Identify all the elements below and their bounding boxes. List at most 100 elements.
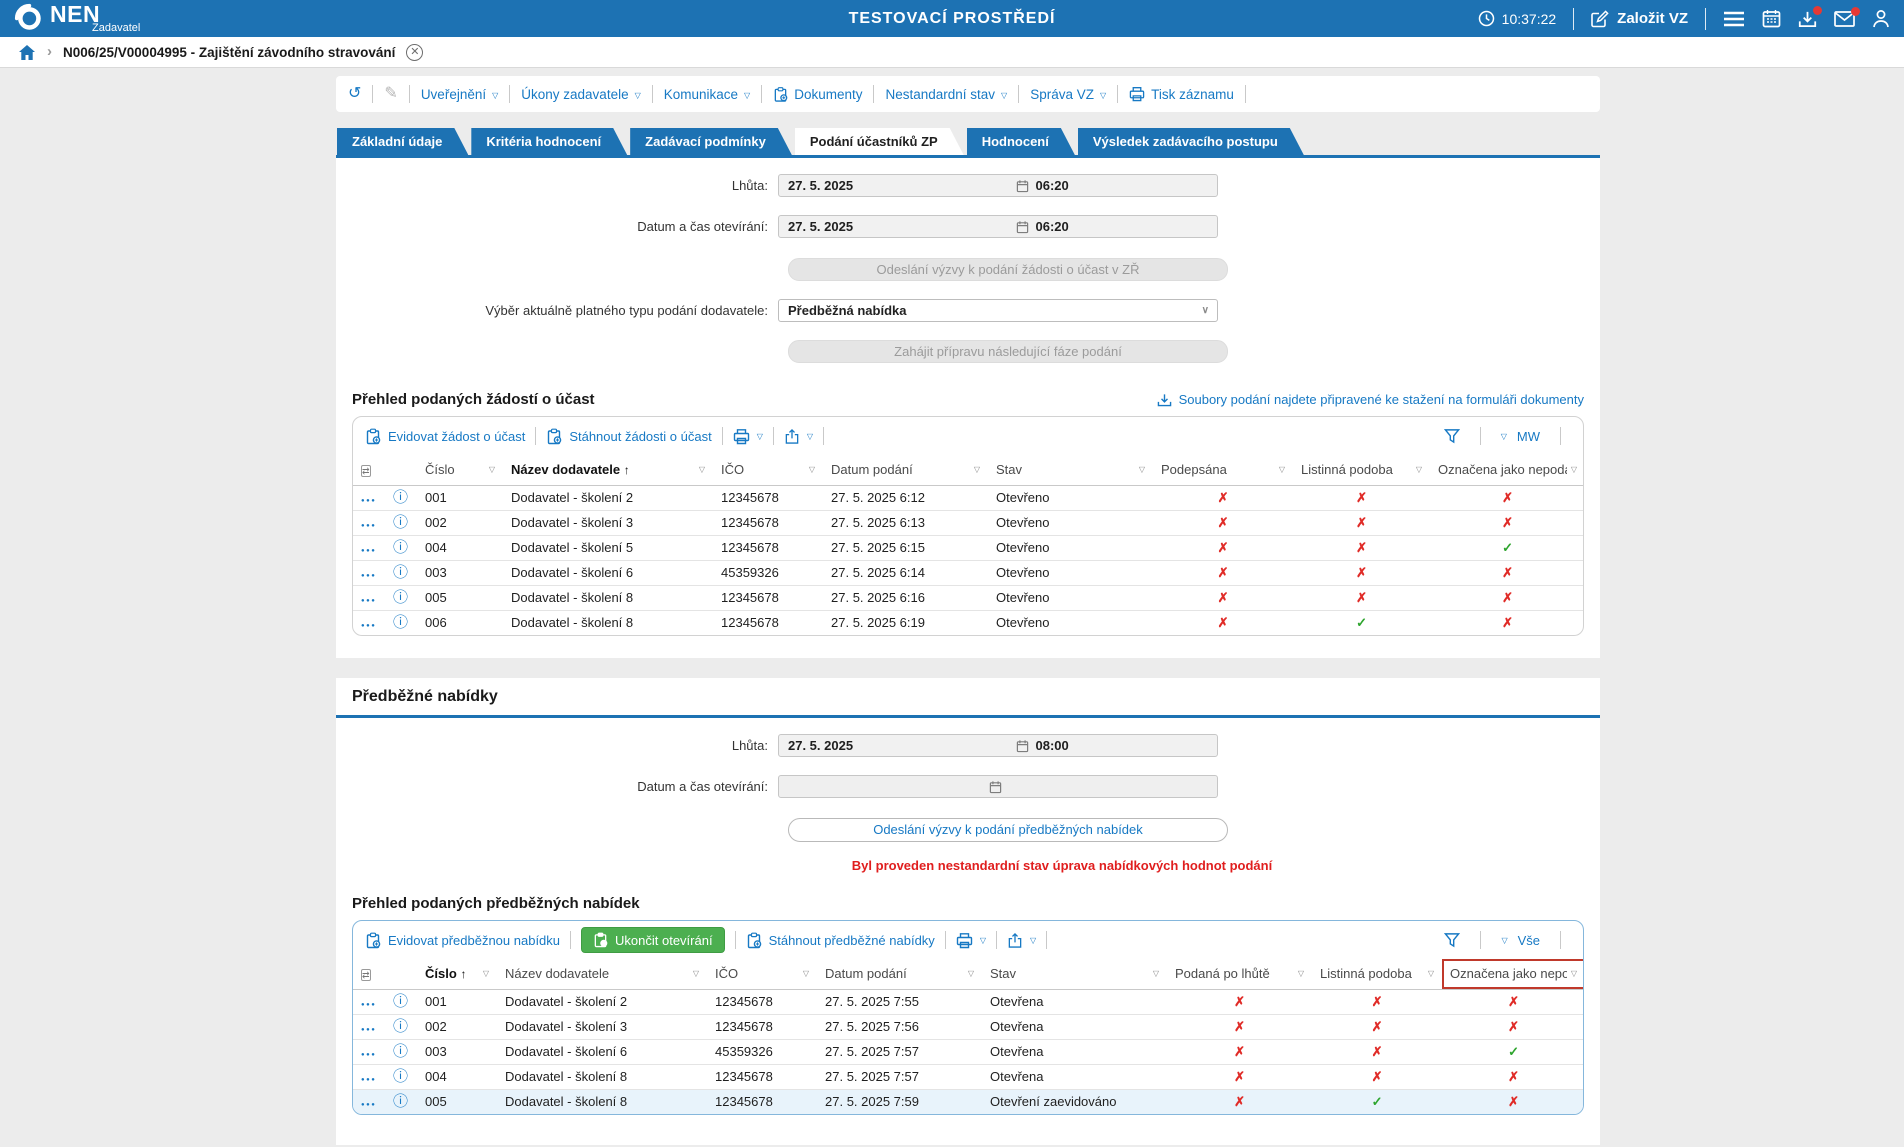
row-menu-dots-icon[interactable]: ●●● bbox=[361, 1052, 377, 1058]
evidovat-nabidku-button[interactable]: Evidovat předběžnou nabídku bbox=[365, 932, 560, 949]
menu-ukony-zadavatele[interactable]: Úkony zadavatele ▽ bbox=[521, 87, 640, 102]
table-row[interactable]: ●●● ⓘ 003 Dodavatel - školení 6 45359326… bbox=[353, 1039, 1583, 1065]
lhuta2-input[interactable]: 27. 5. 2025 08:00 bbox=[778, 734, 1218, 757]
filter-icon[interactable]: ▽ bbox=[808, 465, 816, 475]
filter-icon[interactable]: ▽ bbox=[967, 969, 975, 979]
downloads-button[interactable] bbox=[1798, 5, 1822, 28]
create-vz-button[interactable]: Založit VZ bbox=[1591, 9, 1688, 28]
export-grid-button[interactable]: ▽ bbox=[1007, 932, 1036, 949]
row-menu-dots-icon[interactable]: ●●● bbox=[361, 1077, 377, 1083]
info-circle-icon[interactable]: ⓘ bbox=[393, 1068, 409, 1085]
filter-icon[interactable]: ▽ bbox=[1570, 465, 1578, 475]
breadcrumb-item[interactable]: N006/25/V00004995 - Zajištění závodního … bbox=[63, 44, 396, 60]
filter-icon[interactable]: ▽ bbox=[1152, 969, 1160, 979]
menu-dokumenty[interactable]: Dokumenty bbox=[773, 86, 862, 103]
print-grid-button[interactable]: ▽ bbox=[956, 932, 986, 949]
filter-icon[interactable]: ▽ bbox=[1278, 465, 1286, 475]
filter-icon[interactable]: ▽ bbox=[973, 465, 981, 475]
tab-kriteria-hodnoceni[interactable]: Kritéria hodnocení bbox=[471, 128, 627, 155]
filter-icon[interactable]: ▽ bbox=[1570, 969, 1578, 979]
col-oznacena-jako-nepodana[interactable]: Označena jako nepodaná▽ bbox=[1430, 455, 1583, 486]
col-nazev-dodavatele[interactable]: Název dodavatele ↑ ▽ bbox=[503, 455, 714, 486]
stahnout-nabidky-button[interactable]: Stáhnout předběžné nabídky bbox=[746, 932, 935, 949]
menu-nestandardni-stav[interactable]: Nestandardní stav ▽ bbox=[885, 87, 1007, 102]
ukoncit-otevirani-button[interactable]: Ukončit otevírání bbox=[581, 927, 725, 953]
table-row[interactable]: ●●● ⓘ 004 Dodavatel - školení 8 12345678… bbox=[353, 1064, 1583, 1090]
row-menu-dots-icon[interactable]: ●●● bbox=[361, 1027, 377, 1033]
user-icon[interactable] bbox=[1872, 9, 1890, 28]
grid2-view-label[interactable]: Vše bbox=[1517, 932, 1540, 948]
tab-podani-ucastniku-zp[interactable]: Podání účastníků ZP bbox=[795, 128, 964, 155]
row-menu-dots-icon[interactable]: ●●● bbox=[361, 548, 377, 554]
chevron-down-icon[interactable]: ▽ bbox=[1500, 431, 1507, 441]
menu-komunikace[interactable]: Komunikace ▽ bbox=[664, 87, 750, 102]
row-menu-dots-icon[interactable]: ●●● bbox=[361, 498, 377, 504]
nen-logo[interactable]: NEN Zadavatel bbox=[14, 3, 140, 34]
col-oznacena-jako-nepodana[interactable]: Označena jako nepodaná▽ bbox=[1442, 959, 1583, 990]
print-grid-button[interactable]: ▽ bbox=[733, 428, 763, 445]
col-listinna-podoba[interactable]: Listinná podoba ▽ bbox=[1293, 455, 1431, 486]
col-ico[interactable]: IČO ▽ bbox=[713, 455, 824, 486]
filter-icon[interactable]: ▽ bbox=[488, 465, 496, 475]
row-menu-dots-icon[interactable]: ●●● bbox=[361, 523, 377, 529]
messages-button[interactable] bbox=[1834, 6, 1860, 27]
col-ico[interactable]: IČO ▽ bbox=[707, 959, 818, 990]
chevron-down-icon[interactable]: ▽ bbox=[1501, 935, 1508, 945]
col-nazev-dodavatele[interactable]: Název dodavatele ▽ bbox=[497, 959, 708, 990]
tab-zakladni-udaje[interactable]: Základní údaje bbox=[337, 128, 468, 155]
menu-uverejneni[interactable]: Uveřejnění ▽ bbox=[421, 87, 498, 102]
filter-icon[interactable]: ▽ bbox=[1415, 465, 1423, 475]
menu-tisk-zaznamu[interactable]: Tisk záznamu bbox=[1129, 86, 1234, 102]
lhuta-input[interactable]: 27. 5. 2025 06:20 bbox=[778, 174, 1218, 197]
evidovat-zadost-button[interactable]: Evidovat žádost o účast bbox=[365, 428, 525, 445]
row-menu-dots-icon[interactable]: ●●● bbox=[361, 1002, 377, 1008]
filter-icon[interactable]: ▽ bbox=[802, 969, 810, 979]
submission-type-select[interactable]: Předběžná nabídka ∨ bbox=[778, 299, 1218, 322]
tab-zadavaci-podminky[interactable]: Zadávací podmínky bbox=[630, 128, 792, 155]
filter-icon[interactable]: ▽ bbox=[1297, 969, 1305, 979]
hamburger-icon[interactable] bbox=[1723, 11, 1745, 27]
col-cislo[interactable]: Číslo ↑ ▽ bbox=[417, 959, 498, 990]
refresh-icon[interactable]: ↺ bbox=[348, 85, 362, 102]
info-circle-icon[interactable]: ⓘ bbox=[393, 564, 409, 581]
column-config-icon[interactable]: ⇄ bbox=[361, 464, 371, 477]
table-row[interactable]: ●●● ⓘ 004 Dodavatel - školení 5 12345678… bbox=[353, 535, 1583, 561]
info-circle-icon[interactable]: ⓘ bbox=[393, 614, 409, 632]
row-menu-dots-icon[interactable]: ●●● bbox=[361, 623, 377, 630]
col-podana-po-lhute[interactable]: Podaná po lhůtě ▽ bbox=[1167, 959, 1313, 990]
col-datum-podani[interactable]: Datum podání ▽ bbox=[823, 455, 989, 486]
grid1-view-label[interactable]: MW bbox=[1516, 428, 1540, 444]
tab-hodnoceni[interactable]: Hodnocení bbox=[967, 128, 1075, 155]
filter-icon[interactable]: ▽ bbox=[1427, 969, 1435, 979]
row-menu-dots-icon[interactable]: ●●● bbox=[361, 573, 377, 579]
col-podepsana[interactable]: Podepsána ▽ bbox=[1153, 455, 1294, 486]
row-menu-dots-icon[interactable]: ●●● bbox=[361, 1102, 377, 1109]
col-cislo[interactable]: Číslo ▽ bbox=[417, 455, 504, 486]
filter-icon[interactable]: ▽ bbox=[698, 465, 706, 475]
filter-funnel-icon[interactable] bbox=[1444, 932, 1460, 948]
info-circle-icon[interactable]: ⓘ bbox=[393, 1043, 409, 1060]
info-circle-icon[interactable]: ⓘ bbox=[393, 993, 409, 1010]
files-download-link[interactable]: Soubory podání najdete připravené ke sta… bbox=[1157, 392, 1584, 407]
info-circle-icon[interactable]: ⓘ bbox=[393, 514, 409, 531]
export-grid-button[interactable]: ▽ bbox=[784, 428, 813, 445]
tab-vysledek-zadavaciho-postupu[interactable]: Výsledek zadávacího postupu bbox=[1078, 128, 1304, 155]
column-config-icon[interactable]: ⇄ bbox=[361, 968, 371, 981]
info-circle-icon[interactable]: ⓘ bbox=[393, 1018, 409, 1035]
filter-icon[interactable]: ▽ bbox=[482, 969, 490, 979]
table-row[interactable]: ●●● ⓘ 005 Dodavatel - školení 8 12345678… bbox=[353, 585, 1583, 611]
opening2-input[interactable] bbox=[778, 775, 1218, 798]
filter-funnel-icon[interactable] bbox=[1444, 428, 1460, 444]
table-row[interactable]: ●●● ⓘ 003 Dodavatel - školení 6 45359326… bbox=[353, 560, 1583, 586]
col-stav[interactable]: Stav ▽ bbox=[988, 455, 1154, 486]
menu-sprava-vz[interactable]: Správa VZ ▽ bbox=[1030, 87, 1106, 102]
stahnout-zadosti-button[interactable]: Stáhnout žádosti o účast bbox=[546, 428, 712, 445]
table-row[interactable]: ●●● ⓘ 002 Dodavatel - školení 3 12345678… bbox=[353, 1014, 1583, 1040]
col-listinna-podoba[interactable]: Listinná podoba ▽ bbox=[1312, 959, 1443, 990]
calendar-icon[interactable] bbox=[1762, 9, 1781, 28]
col-datum-podani[interactable]: Datum podání ▽ bbox=[817, 959, 983, 990]
table-row-selected[interactable]: ●●● ⓘ 005 Dodavatel - školení 8 12345678… bbox=[353, 1089, 1583, 1114]
col-stav[interactable]: Stav ▽ bbox=[982, 959, 1168, 990]
table-row[interactable]: ●●● ⓘ 001 Dodavatel - školení 2 12345678… bbox=[353, 485, 1583, 511]
info-circle-icon[interactable]: ⓘ bbox=[393, 489, 409, 506]
